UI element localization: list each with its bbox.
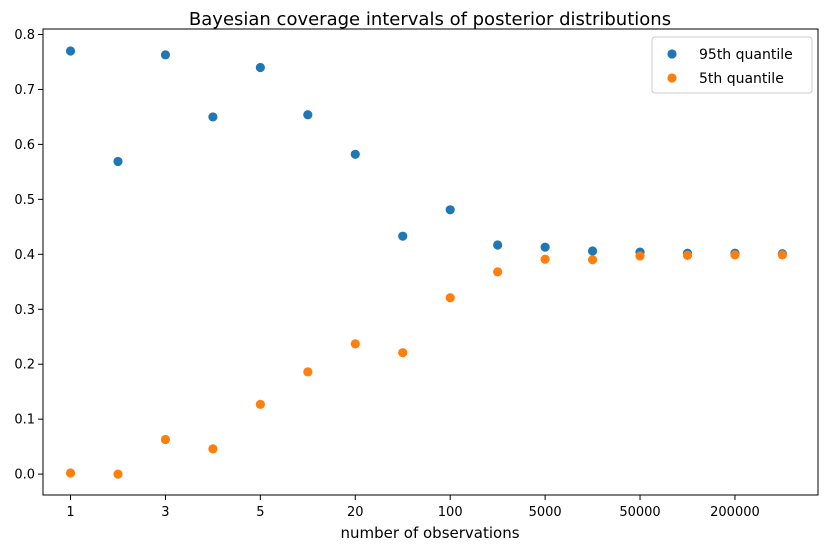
data-point xyxy=(398,231,408,241)
x-tick-label: 20 xyxy=(347,505,364,520)
legend-frame xyxy=(651,36,813,94)
y-tick-label: 0.4 xyxy=(14,248,35,263)
data-point xyxy=(493,240,503,250)
x-tick-label: 100 xyxy=(438,505,463,520)
legend-entries: 95th quantile 5th quantile xyxy=(667,47,793,87)
data-point xyxy=(587,246,598,256)
data-point xyxy=(493,267,503,277)
data-point xyxy=(65,46,76,56)
x-tick-label: 5000 xyxy=(529,505,562,520)
series-1 xyxy=(65,250,788,479)
data-point xyxy=(777,250,788,260)
legend: 95th quantile 5th quantile xyxy=(651,36,813,94)
legend-marker xyxy=(667,49,677,59)
data-point xyxy=(635,251,645,261)
y-tick-label: 0.5 xyxy=(14,193,35,208)
y-tick-label: 0.1 xyxy=(14,413,35,428)
legend-label: 5th quantile xyxy=(699,71,784,87)
data-point xyxy=(445,293,455,303)
data-point xyxy=(398,348,408,358)
y-tick-label: 0.8 xyxy=(14,28,35,43)
data-point xyxy=(350,149,360,159)
data-point xyxy=(303,110,313,120)
chart-title: Bayesian coverage intervals of posterior… xyxy=(189,9,671,30)
x-axis: 1 3 5 20 100 5000 50000 200000 xyxy=(66,495,760,520)
data-point xyxy=(113,469,123,479)
data-point xyxy=(208,112,218,122)
data-point xyxy=(350,339,360,349)
data-point xyxy=(160,50,171,60)
data-point xyxy=(255,399,265,409)
y-tick-label: 0.0 xyxy=(14,468,35,483)
y-tick-label: 0.6 xyxy=(14,138,35,153)
y-tick-label: 0.3 xyxy=(14,303,35,318)
x-tick-label: 1 xyxy=(66,505,74,520)
legend-label: 95th quantile xyxy=(699,47,793,63)
data-point xyxy=(730,250,740,260)
data-point xyxy=(445,205,455,215)
x-axis-label: number of observations xyxy=(340,524,519,542)
data-point xyxy=(682,250,693,261)
legend-marker xyxy=(667,73,677,83)
data-point xyxy=(540,254,550,264)
x-tick-label: 50000 xyxy=(619,505,660,520)
x-tick-label: 3 xyxy=(161,505,169,520)
data-point xyxy=(160,434,171,445)
data-point xyxy=(303,367,313,377)
y-tick-label: 0.2 xyxy=(14,358,35,373)
plot-frame xyxy=(42,28,819,496)
data-point xyxy=(65,468,76,478)
data-point xyxy=(255,62,265,73)
data-point xyxy=(208,444,218,454)
y-tick-label: 0.7 xyxy=(14,83,35,98)
x-tick-label: 5 xyxy=(256,505,264,520)
data-point xyxy=(540,242,550,252)
data-points xyxy=(65,46,788,479)
data-point xyxy=(587,255,598,265)
y-axis: 0.0 0.1 0.2 0.3 0.4 0.5 0.6 0.7 0.8 xyxy=(14,28,43,483)
data-point xyxy=(113,156,123,167)
x-tick-label: 200000 xyxy=(710,505,760,520)
